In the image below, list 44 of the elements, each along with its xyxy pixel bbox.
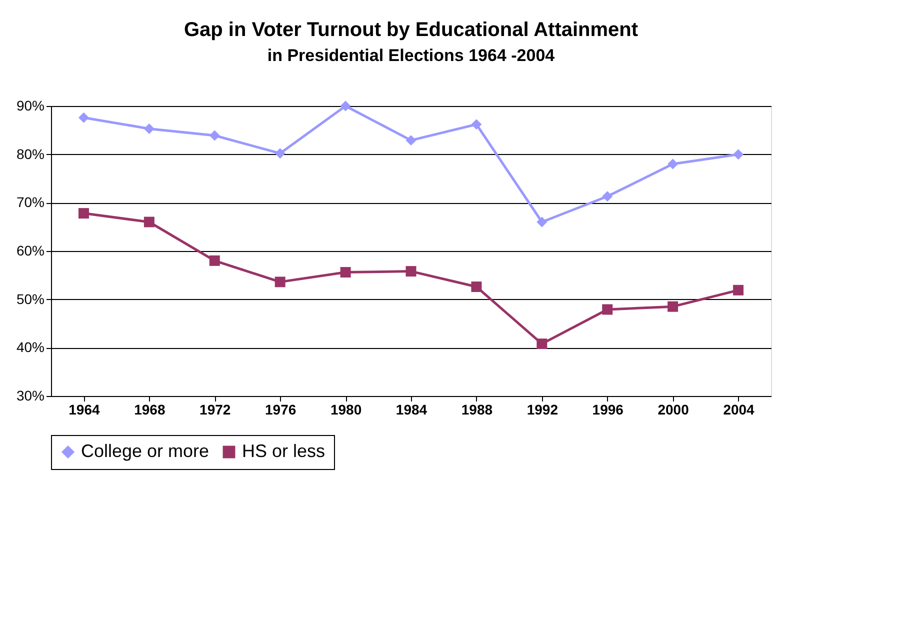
y-tick-label: 80% bbox=[16, 146, 44, 162]
y-tick-label: 70% bbox=[16, 194, 44, 210]
legend-label: College or more bbox=[81, 441, 210, 461]
point bbox=[602, 191, 613, 202]
point bbox=[340, 100, 351, 112]
point bbox=[78, 208, 89, 219]
y-tick-label: 50% bbox=[16, 290, 44, 307]
point bbox=[733, 149, 744, 160]
x-tick-label: 2004 bbox=[723, 402, 755, 418]
point bbox=[274, 148, 286, 159]
y-tick-label: 30% bbox=[16, 388, 44, 404]
point bbox=[602, 304, 613, 315]
point bbox=[536, 338, 548, 350]
x-tick-label: 1976 bbox=[265, 402, 296, 418]
x-tick-label: 1992 bbox=[526, 402, 558, 418]
point bbox=[144, 216, 154, 228]
y-tick-label: 60% bbox=[16, 242, 44, 258]
y-tick-label: 90% bbox=[16, 98, 44, 114]
point bbox=[144, 123, 154, 134]
point bbox=[209, 130, 220, 141]
point bbox=[733, 284, 744, 296]
point bbox=[274, 276, 286, 288]
x-tick-label: 2000 bbox=[658, 402, 690, 418]
point bbox=[406, 135, 416, 146]
chart-title: Gap in Voter Turnout by Educational Attainment bbox=[184, 19, 638, 41]
point bbox=[209, 255, 220, 266]
x-tick-label: 1984 bbox=[396, 402, 428, 418]
point bbox=[406, 266, 416, 277]
x-tick-label: 1964 bbox=[68, 402, 100, 418]
x-tick-label: 1980 bbox=[330, 402, 362, 418]
point bbox=[78, 112, 89, 123]
chart-subtitle: in Presidential Elections 1964 -2004 bbox=[267, 46, 556, 65]
legend-label: HS or less bbox=[242, 441, 326, 461]
x-tick-label: 1972 bbox=[200, 402, 231, 418]
x-tick-label: 1968 bbox=[134, 402, 166, 418]
point bbox=[471, 282, 482, 292]
point bbox=[471, 119, 482, 130]
point bbox=[340, 267, 351, 278]
point bbox=[668, 301, 678, 312]
point bbox=[536, 216, 548, 228]
x-tick-label: 1996 bbox=[592, 402, 624, 418]
y-tick-label: 40% bbox=[16, 339, 44, 356]
point bbox=[668, 158, 678, 170]
x-tick-label: 1988 bbox=[461, 402, 493, 418]
